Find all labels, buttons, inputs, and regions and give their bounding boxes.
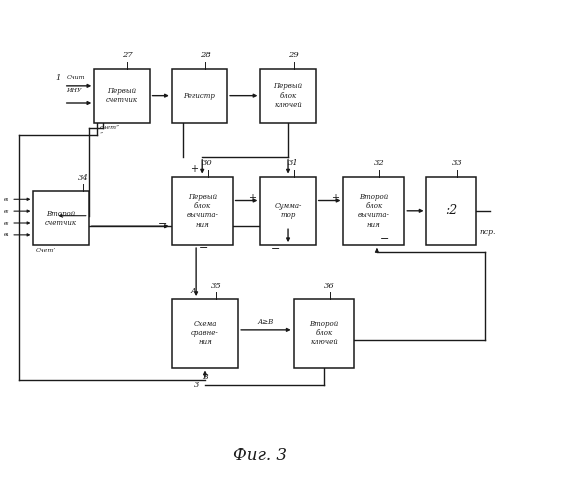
Text: 27: 27 — [122, 52, 133, 60]
Text: Второй
блок
вычита-
ния: Второй блок вычита- ния — [358, 193, 390, 228]
Bar — [172, 68, 227, 122]
Text: 1: 1 — [55, 74, 61, 82]
Text: ИНУ: ИНУ — [67, 88, 82, 94]
Text: Схема
сравне-
ния: Схема сравне- ния — [191, 320, 219, 346]
Bar — [260, 68, 316, 122]
Text: в₂: в₂ — [4, 208, 10, 214]
Text: А≥В: А≥В — [258, 318, 274, 326]
Text: в₁: в₁ — [4, 197, 10, 202]
Text: Первый
блок
ключей: Первый блок ключей — [273, 82, 303, 109]
Text: 28: 28 — [199, 52, 210, 60]
Text: Первый
счетчик: Первый счетчик — [106, 87, 138, 104]
Text: Счет’: Счет’ — [36, 248, 57, 253]
Bar — [172, 299, 238, 368]
Text: счет”: счет” — [100, 125, 120, 130]
Text: 30: 30 — [202, 159, 213, 167]
Text: :2: :2 — [445, 204, 458, 218]
Text: Фиг. 3: Фиг. 3 — [233, 448, 288, 464]
Text: +: + — [190, 164, 198, 174]
Bar — [260, 176, 316, 245]
Bar — [94, 68, 150, 122]
Bar — [172, 176, 233, 245]
Text: Второй
блок
ключей: Второй блок ключей — [310, 320, 338, 346]
Text: 29: 29 — [288, 52, 299, 60]
Text: +: + — [331, 193, 339, 203]
Text: в₃: в₃ — [4, 220, 10, 226]
Text: 3: 3 — [194, 381, 199, 389]
Text: 31: 31 — [288, 159, 299, 167]
Text: 35: 35 — [211, 282, 221, 290]
Text: Счит: Счит — [67, 75, 85, 80]
Text: Второй
счетчик: Второй счетчик — [45, 210, 77, 227]
Text: +: + — [248, 193, 256, 203]
Text: −: − — [380, 234, 389, 243]
Text: 36: 36 — [324, 282, 335, 290]
Text: 34: 34 — [78, 174, 89, 182]
Bar — [294, 299, 354, 368]
Text: 33: 33 — [451, 159, 462, 167]
Text: ”: ” — [100, 132, 103, 136]
Text: 32: 32 — [374, 159, 385, 167]
Bar — [33, 191, 89, 245]
Text: −: − — [271, 244, 280, 254]
Bar — [427, 176, 476, 245]
Text: Регистр: Регистр — [184, 92, 215, 100]
Text: Сумма-
тор: Сумма- тор — [275, 202, 302, 220]
Text: −: − — [158, 219, 167, 229]
Text: В: В — [202, 374, 208, 382]
Text: в₄: в₄ — [4, 232, 10, 237]
Text: Первый
блок
вычита-
ния: Первый блок вычита- ния — [186, 193, 218, 228]
Text: А: А — [190, 287, 196, 295]
Text: −: − — [199, 242, 208, 252]
Text: пср.: пср. — [479, 228, 496, 236]
Bar — [344, 176, 405, 245]
